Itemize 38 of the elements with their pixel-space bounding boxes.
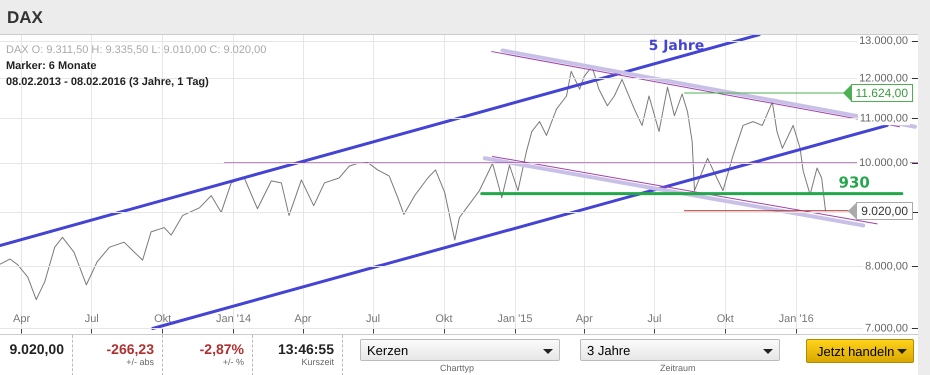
- annotation: 930: [838, 174, 870, 192]
- trade-button: Jetzt handeln: [806, 339, 914, 363]
- x-tick-label: Apr: [576, 313, 594, 325]
- text: 13:46:55: [276, 340, 335, 357]
- y-tick-label: 12.000,00: [859, 72, 908, 84]
- chart-type-dropdown[interactable]: Kerzen: [360, 339, 560, 361]
- chart-title: DAX: [7, 8, 43, 28]
- x-tick-label: Jan '15: [497, 313, 532, 325]
- text: +/- %: [222, 357, 245, 367]
- y-tick-label: 7.000,00: [865, 322, 908, 334]
- annotation: 08.02.2013 - 08.02.2016 (3 Jahre, 1 Tag): [6, 75, 210, 90]
- x-tick-label: Okt: [716, 313, 734, 325]
- annotation: 9.020,00: [856, 202, 913, 220]
- text: Kurszeit: [300, 357, 335, 367]
- text: Charttyp: [440, 363, 474, 373]
- x-tick-label: Apr: [294, 313, 312, 325]
- annotation: DAX O: 9.311,50 H: 9.335,50 L: 9.010,00 C: 9.020,00: [6, 43, 266, 58]
- text: 9.020,00: [8, 340, 65, 357]
- annotation: 11.624,00: [850, 84, 913, 102]
- x-tick-label: Jul: [647, 313, 662, 325]
- y-tick-label: 11.000,00: [860, 112, 908, 125]
- y-tick-label: 8.000,00: [865, 260, 908, 273]
- y-tick-label: 13.000,00: [859, 35, 908, 48]
- text: +/- abs: [125, 357, 155, 367]
- x-tick-label: Jul: [366, 313, 380, 325]
- time-range-dropdown[interactable]: 3 Jahre: [580, 339, 780, 361]
- x-tick-label: Okt: [435, 313, 453, 325]
- x-tick-label: Jan '16: [778, 313, 814, 325]
- x-tick-label: Okt: [154, 313, 172, 325]
- annotation: Marker: 6 Monate: [6, 59, 98, 74]
- text: -266,23: [106, 340, 155, 357]
- x-tick-label: Jan '14: [216, 313, 252, 325]
- text: Zeitraum: [660, 363, 696, 373]
- y-tick-label: 10.000,00: [859, 156, 908, 169]
- x-tick-label: Jul: [84, 313, 99, 325]
- annotation: 5 Jahre: [648, 38, 704, 54]
- x-tick-label: Apr: [13, 313, 30, 325]
- text: -2,87%: [198, 340, 245, 357]
